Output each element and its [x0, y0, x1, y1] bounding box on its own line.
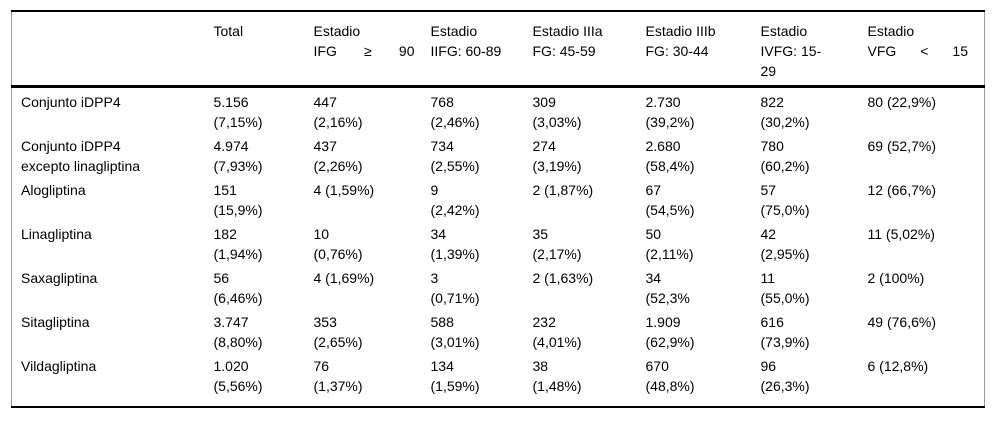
header-line: FG: 45-59 — [532, 43, 596, 59]
data-cell: 69 (52,7%) — [867, 137, 936, 154]
data-cell: 35 (2,17%) — [532, 225, 582, 262]
data-cell: 42 (2,95%) — [760, 225, 810, 262]
data-cell: 4.974 (7,93%) — [213, 137, 263, 174]
table-body: Conjunto iDPP4 5.156 (7,15%) 447 (2,16%) 768(… — [12, 86, 985, 407]
table-row: Linagliptina 182 (1,94%) 10 (0,76%) 34 (1,39%)… — [12, 220, 985, 264]
row-label-cell: Linagliptina — [21, 225, 92, 242]
data-cell: 10 (0,76%) — [313, 225, 363, 262]
header-line: Estadio — [430, 23, 478, 39]
data-cell: 34 (1,39%) — [430, 225, 480, 262]
data-cell: 353 (2,65%) — [313, 313, 363, 350]
data-cell: 1.909 (62,9%) — [645, 313, 695, 350]
header-line: Estadio — [867, 23, 915, 39]
header-line: 29 — [760, 63, 777, 79]
data-cell: 232 (4,01%) — [532, 313, 582, 350]
data-cell: 134 (1,59%) — [430, 357, 480, 394]
header-line: Estadio — [313, 23, 361, 39]
header-line: IVFG: 15- — [760, 43, 822, 59]
data-cell: 12 (66,7%) — [867, 181, 936, 198]
estadio-renal-table: Total Estadio IFG ≥90 Estadio IIFG: 60-89 Esta… — [11, 10, 985, 408]
data-cell: 4 (1,69%) — [313, 269, 375, 286]
data-cell: 38 (1,48%) — [532, 357, 582, 394]
row-label-cell: Sitagliptina — [21, 313, 90, 330]
header-line: FG: 30-44 — [645, 43, 709, 59]
data-cell: 34 (52,3% — [645, 269, 690, 306]
header-line: Estadio — [760, 23, 808, 39]
data-cell: 4 (1,59%) — [313, 181, 375, 198]
data-cell: 2 (100%) — [867, 269, 925, 286]
data-cell: 780 (60,2%) — [760, 137, 810, 174]
data-cell: 9 (2,42%) — [430, 181, 480, 218]
data-cell: 11 (5,02%) — [867, 225, 935, 242]
data-cell: 2 (1,87%) — [532, 181, 594, 198]
header-line: Total — [213, 23, 244, 39]
column-header-estadio-i: Estadio IFG ≥90 — [314, 11, 431, 86]
table-row: Conjunto iDPP4 excepto linagliptina 4.974(… — [12, 132, 985, 176]
data-cell: 11 (55,0%) — [760, 269, 810, 306]
header-row: Total Estadio IFG ≥90 Estadio IIFG: 60-89 Esta… — [11, 11, 985, 86]
row-label-cell: Vildagliptina — [21, 357, 97, 374]
row-label-cell: Alogliptina — [21, 181, 86, 198]
data-cell: 734 (2,55%) — [430, 137, 480, 174]
row-label-cell: Conjunto iDPP4 excepto linagliptina — [21, 137, 141, 174]
data-cell: 2.680 (58,4%) — [645, 137, 695, 174]
table-row: Conjunto iDPP4 5.156 (7,15%) 447 (2,16%) 768(… — [12, 86, 985, 132]
data-cell: 3.747 (8,80%) — [213, 313, 263, 350]
data-cell: 616 (73,9%) — [760, 313, 810, 350]
column-header-estadio-ii: Estadio IIFG: 60-89 — [431, 11, 533, 86]
data-cell: 588 (3,01%) — [430, 313, 480, 350]
data-cell: 76 (1,37%) — [313, 357, 363, 394]
data-cell: 437 (2,26%) — [313, 137, 363, 174]
data-cell: 670 (48,8%) — [645, 357, 695, 394]
column-header-estadio-v: Estadio VFG <15 — [868, 11, 985, 86]
header-line: Estadio IIIa — [532, 23, 603, 39]
column-header-estadio-iiia: Estadio IIIa FG: 45-59 — [533, 11, 646, 86]
data-cell: 309 (3,03%) — [532, 93, 582, 130]
column-header-estadio-iv: Estadio IVFG: 15- 29 — [761, 11, 868, 86]
table-row: Vildagliptina 1.020 (5,56%) 76 (1,37%) 134 (1,… — [12, 352, 985, 407]
header-line: IIFG: 60-89 — [430, 43, 502, 59]
data-cell: 57 (75,0%) — [760, 181, 810, 218]
table-sheet: Total Estadio IFG ≥90 Estadio IIFG: 60-89 Esta… — [11, 10, 992, 408]
data-cell: 1.020 (5,56%) — [213, 357, 263, 394]
data-cell: 67 (54,5%) — [645, 181, 695, 218]
data-cell: 6 (12,8%) — [867, 357, 929, 374]
data-cell: 49 (76,6%) — [867, 313, 936, 330]
data-cell: 80 (22,9%) — [867, 93, 936, 110]
header-line: VFG <15 — [867, 43, 968, 59]
header-line: Estadio IIIb — [645, 23, 716, 39]
column-header-estadio-iiib: Estadio IIIb FG: 30-44 — [646, 11, 761, 86]
row-label-cell: Saxagliptina — [21, 269, 98, 286]
column-header-total: Total — [214, 11, 314, 86]
data-cell: 768 (2,46%) — [430, 93, 480, 130]
data-cell: 2 (1,63%) — [532, 269, 594, 286]
data-cell: 3 (0,71%) — [430, 269, 480, 306]
table-row: Saxagliptina 56 (6,46%) 4 (1,69%) 3 (0,71%) 2 … — [12, 264, 985, 308]
column-header-row-label — [12, 11, 214, 86]
data-cell: 274 (3,19%) — [532, 137, 582, 174]
data-cell: 182 (1,94%) — [213, 225, 263, 262]
data-cell: 447 (2,16%) — [313, 93, 363, 130]
data-cell: 50 (2,11%) — [645, 225, 694, 262]
table-row: Sitagliptina 3.747 (8,80%) 353 (2,65%) 588 (3,… — [12, 308, 985, 352]
data-cell: 822 (30,2%) — [760, 93, 810, 130]
table-row: Alogliptina 151 (15,9%) 4 (1,59%) 9 (2,42%) 2 … — [12, 176, 985, 220]
header-line: IFG ≥90 — [313, 43, 415, 59]
row-label-cell: Conjunto iDPP4 — [21, 93, 121, 110]
data-cell: 56 (6,46%) — [213, 269, 263, 306]
data-cell: 96 (26,3%) — [760, 357, 810, 394]
data-cell: 151 (15,9%) — [213, 181, 263, 218]
data-cell: 5.156 (7,15%) — [213, 93, 263, 130]
data-cell: 2.730 (39,2%) — [645, 93, 695, 130]
